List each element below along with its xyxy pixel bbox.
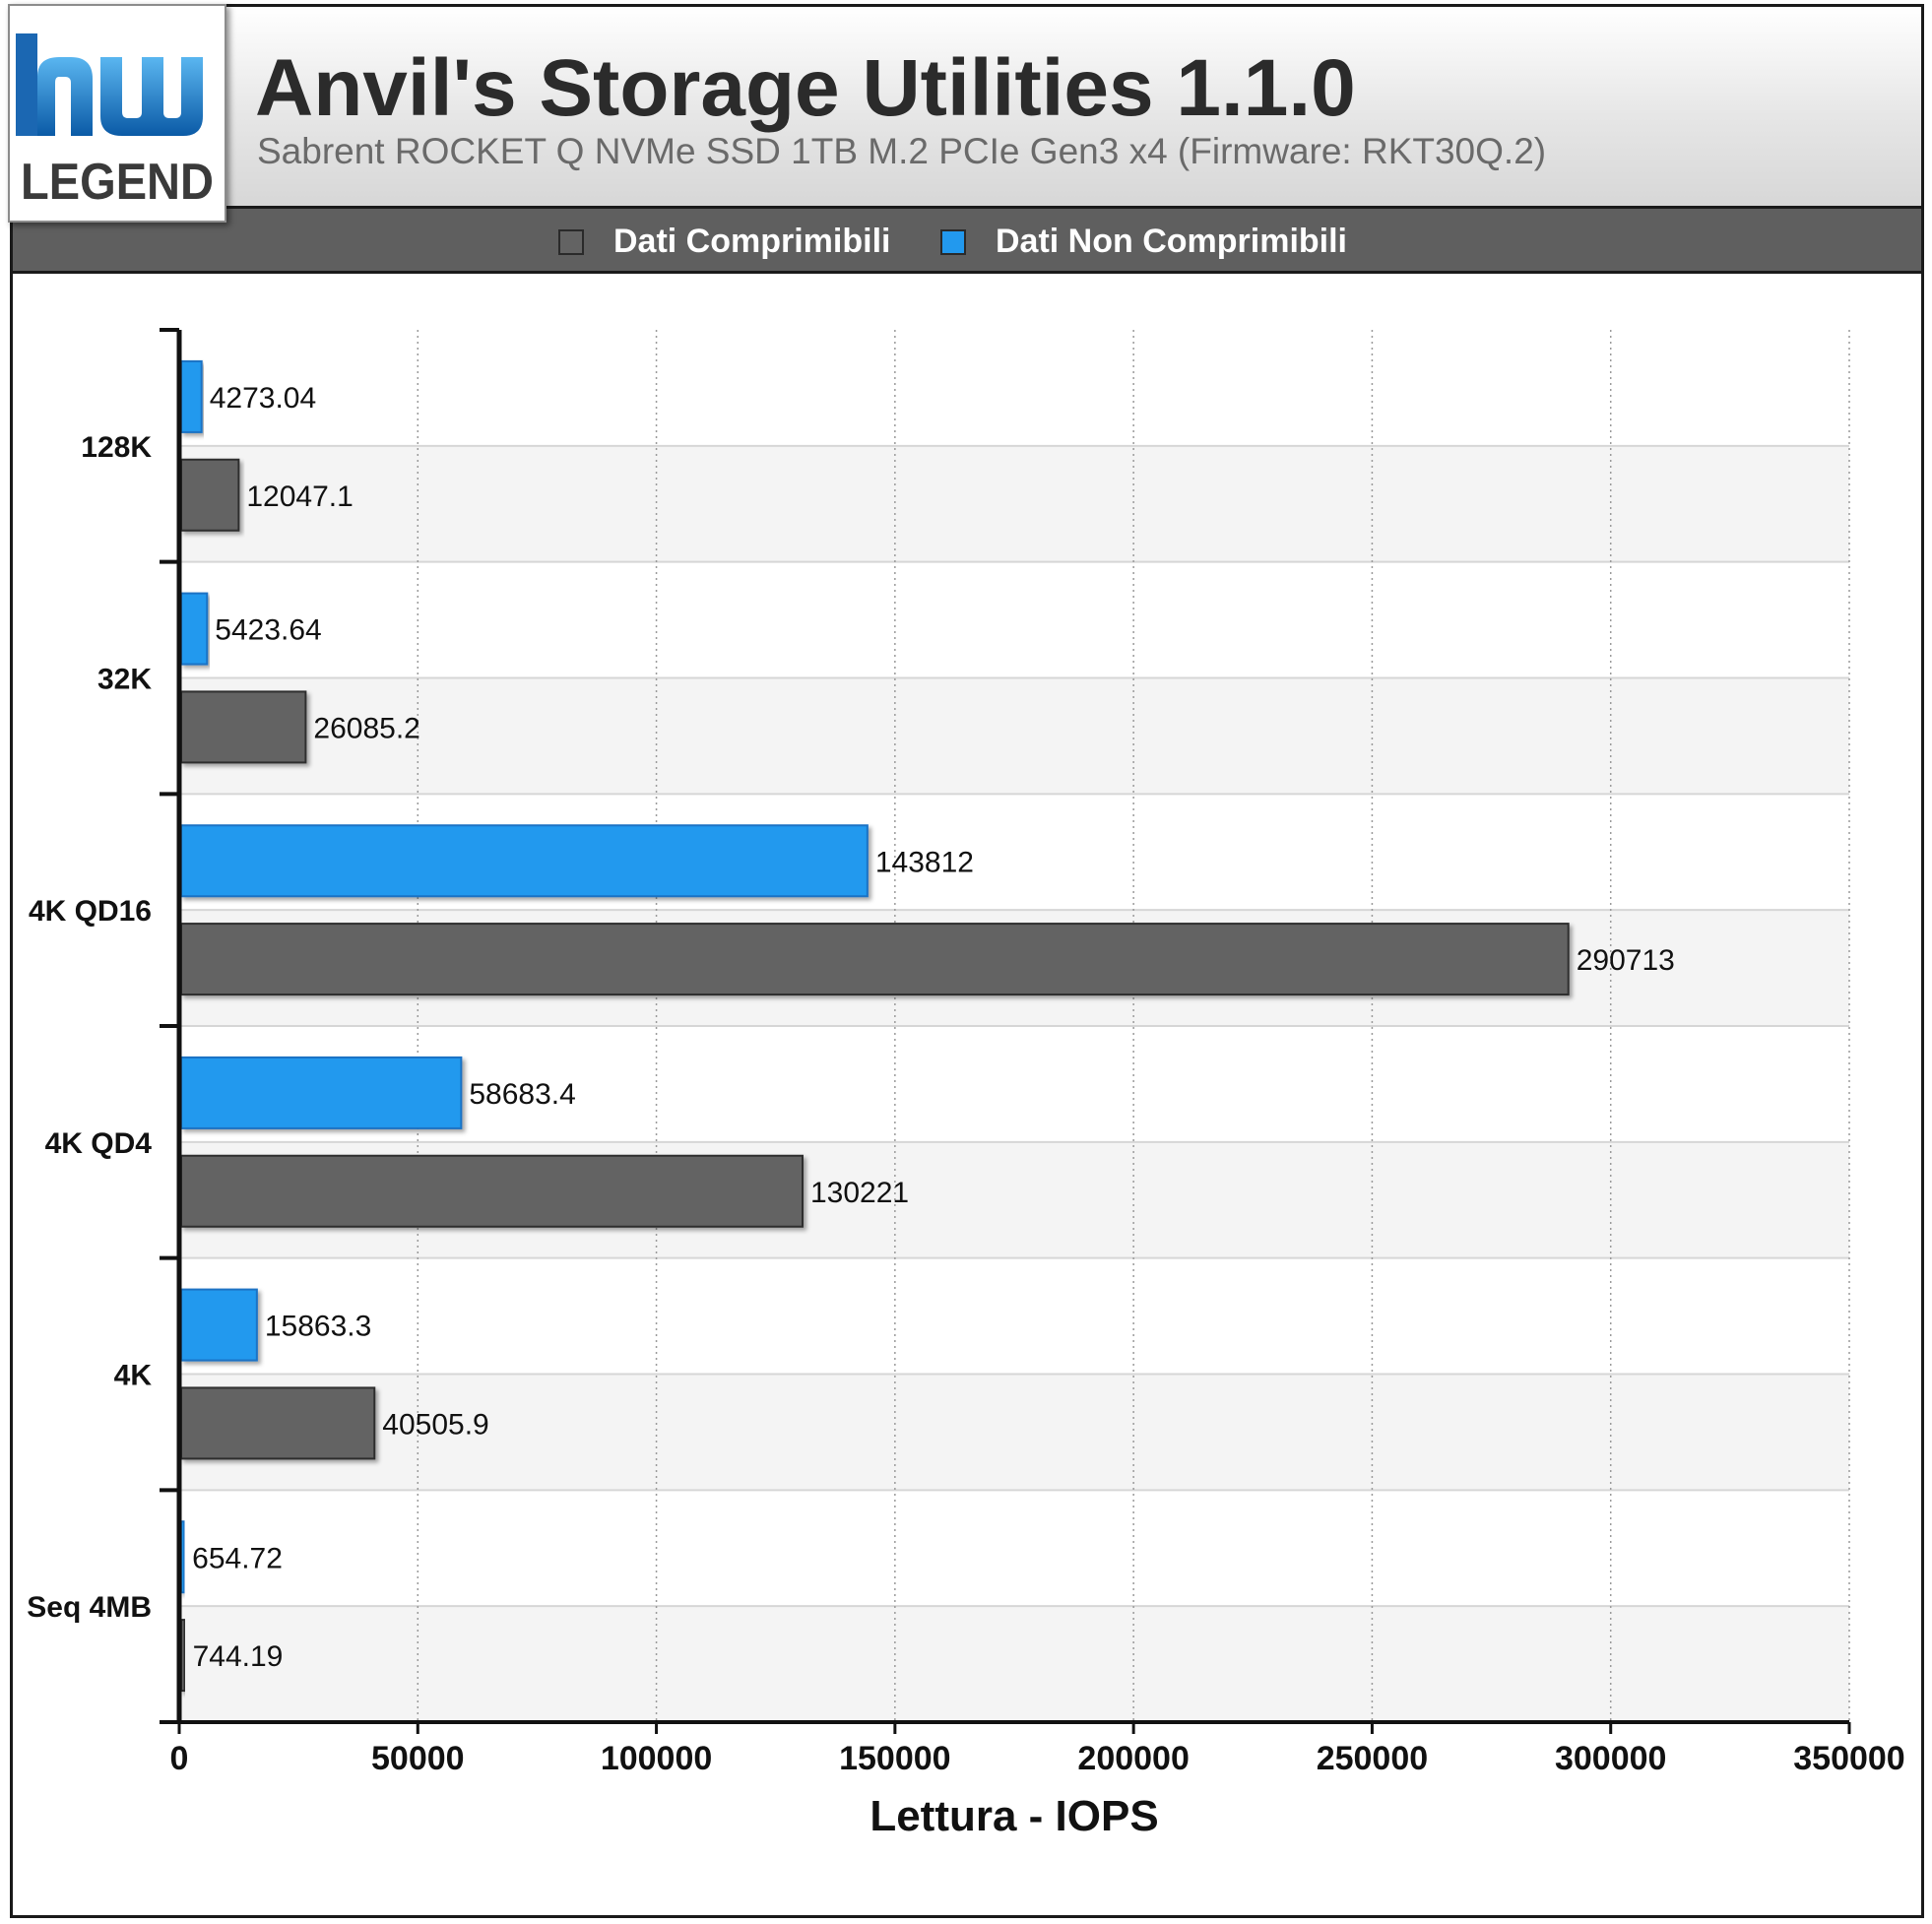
band-shade xyxy=(179,1606,1849,1722)
hwlegend-logo: LEGEND xyxy=(8,4,226,223)
category-label: 4K QD4 xyxy=(45,1127,153,1160)
bar xyxy=(180,1619,186,1693)
data-label: 15863.3 xyxy=(265,1311,371,1343)
data-label: 26085.2 xyxy=(313,712,419,744)
data-label: 5423.64 xyxy=(215,614,321,647)
x-tick-label: 150000 xyxy=(839,1740,950,1777)
band-shade xyxy=(179,677,1849,795)
category-label: 128K xyxy=(81,431,152,464)
data-label: 744.19 xyxy=(193,1640,284,1673)
svg-text:LEGEND: LEGEND xyxy=(21,154,214,211)
bar xyxy=(180,458,240,532)
x-tick-label: 100000 xyxy=(601,1740,712,1777)
legend: Dati Comprimibili Dati Non Comprimibili xyxy=(10,209,1924,274)
data-label: 130221 xyxy=(810,1177,909,1209)
bar xyxy=(180,923,1570,996)
data-label: 4273.04 xyxy=(210,382,316,415)
category-label: 4K xyxy=(114,1360,153,1392)
x-tick-label: 0 xyxy=(170,1740,189,1777)
legend-swatch-compressible xyxy=(558,228,584,255)
legend-item-incompressible: Dati Non Comprimibili xyxy=(940,223,1347,261)
data-label: 40505.9 xyxy=(382,1408,488,1441)
legend-label-incompressible: Dati Non Comprimibili xyxy=(996,223,1347,260)
category-label: 4K QD16 xyxy=(29,895,152,928)
band-shade xyxy=(179,445,1849,562)
legend-swatch-incompressible xyxy=(940,228,966,255)
bar xyxy=(180,592,209,666)
x-tick-label: 250000 xyxy=(1317,1740,1428,1777)
x-tick-label: 350000 xyxy=(1793,1740,1904,1777)
chart-title: Anvil's Storage Utilities 1.1.0 xyxy=(255,43,1356,133)
x-tick-label: 200000 xyxy=(1077,1740,1189,1777)
legend-label-compressible: Dati Comprimibili xyxy=(613,223,891,260)
bar xyxy=(180,1386,376,1460)
bar xyxy=(180,824,869,898)
bar xyxy=(180,690,307,764)
category-label: Seq 4MB xyxy=(27,1591,152,1624)
data-label: 654.72 xyxy=(192,1542,283,1574)
data-label: 143812 xyxy=(875,846,974,878)
chart-header: Anvil's Storage Utilities 1.1.0 Sabrent … xyxy=(10,4,1924,209)
logo-graphic: LEGEND xyxy=(16,33,214,211)
category-label: 32K xyxy=(97,664,152,696)
bar xyxy=(180,1288,258,1362)
data-label: 290713 xyxy=(1577,944,1675,977)
bar xyxy=(180,359,203,433)
legend-item-compressible: Dati Comprimibili xyxy=(558,223,890,261)
bar xyxy=(180,1154,805,1228)
band-shade xyxy=(179,1374,1849,1491)
x-tick-label: 50000 xyxy=(371,1740,465,1777)
x-axis-title: Lettura - IOPS xyxy=(869,1792,1158,1840)
data-label: 58683.4 xyxy=(469,1078,575,1111)
x-tick-label: 300000 xyxy=(1555,1740,1666,1777)
chart-subtitle: Sabrent ROCKET Q NVMe SSD 1TB M.2 PCIe G… xyxy=(257,131,1547,171)
bar xyxy=(180,1056,463,1129)
data-label: 12047.1 xyxy=(246,481,353,513)
